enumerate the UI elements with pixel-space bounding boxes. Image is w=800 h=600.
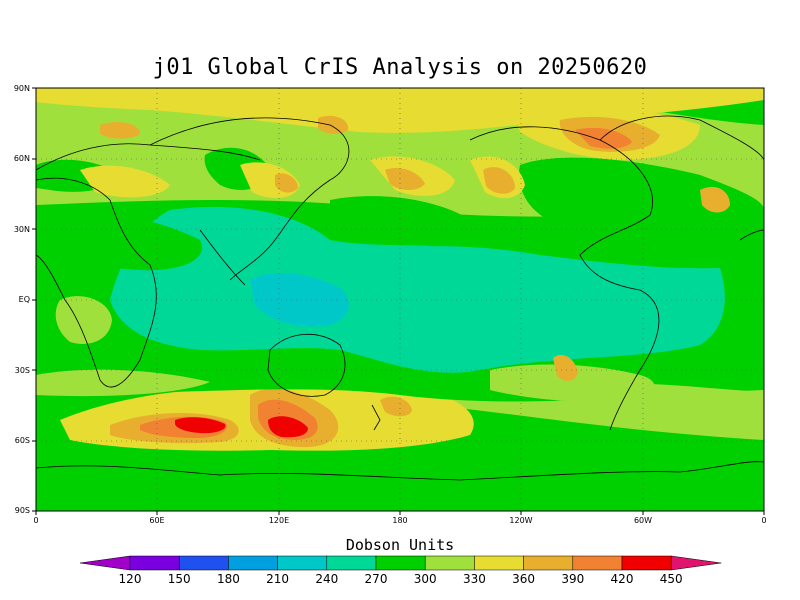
- y-label-60s: 60S: [14, 436, 30, 445]
- colorbar-segment: [326, 555, 377, 571]
- x-label-120w: 120W: [509, 516, 533, 525]
- ozone-max-indian-ocean: [175, 417, 226, 434]
- colorbar-segment: [424, 555, 475, 571]
- y-label-eq: EQ: [18, 295, 30, 304]
- y-label-90s: 90S: [14, 506, 30, 515]
- y-label-30s: 30S: [14, 366, 30, 375]
- x-label-0-end: 0: [761, 516, 767, 525]
- colorbar-tick-label: 180: [216, 572, 240, 586]
- colorbar-tick-label: 420: [610, 572, 634, 586]
- colorbar-segment: [572, 555, 623, 571]
- colorbar-segment: [621, 555, 672, 571]
- southern-ocean-green-band: [36, 470, 764, 511]
- colorbar-tick-label: 300: [413, 572, 437, 586]
- chart-title: j01 Global CrIS Analysis on 20250620: [152, 55, 648, 80]
- colorbar-tick-label: 450: [659, 572, 683, 586]
- colorbar-segment: [523, 555, 574, 571]
- colorbar-tick-label: 150: [167, 572, 191, 586]
- colorbar-segment: [474, 555, 524, 571]
- northern-high-ozone: [36, 88, 764, 133]
- colorbar-segment: [178, 555, 229, 571]
- colorbar-segment: [228, 555, 278, 571]
- ozone-max-south-australia: [268, 416, 308, 438]
- colorbar-title: Dobson Units: [345, 536, 455, 554]
- y-label-90n: 90N: [13, 84, 30, 93]
- colorbar-under-arrow: [79, 555, 131, 571]
- x-label-60e: 60E: [149, 516, 165, 525]
- colorbar-tick-label: 240: [315, 572, 339, 586]
- colorbar-tick-label: 330: [462, 572, 486, 586]
- colorbar-segment: [277, 555, 328, 571]
- colorbar-tick-label: 120: [118, 572, 142, 586]
- graticule: [36, 88, 764, 511]
- x-label-180: 180: [392, 516, 408, 525]
- colorbar: [79, 555, 722, 571]
- y-label-30n: 30N: [13, 225, 30, 234]
- colorbar-tick-label: 390: [561, 572, 585, 586]
- colorbar-segment: [129, 555, 180, 571]
- x-label-120e: 120E: [268, 516, 290, 525]
- tropical-min-warm-pool: [250, 273, 349, 327]
- tropical-low-band: [110, 206, 725, 373]
- y-label-60n: 60N: [13, 154, 30, 163]
- colorbar-tick-label: 210: [266, 572, 290, 586]
- colorbar-tick-label: 360: [512, 572, 536, 586]
- coastlines: [36, 115, 764, 481]
- colorbar-tick-label: 270: [364, 572, 388, 586]
- axis-ticks: [32, 87, 765, 515]
- x-label-60w: 60W: [633, 516, 653, 525]
- colorbar-over-arrow: [670, 555, 722, 571]
- x-label-0: 0: [33, 516, 39, 525]
- colorbar-segment: [375, 555, 426, 571]
